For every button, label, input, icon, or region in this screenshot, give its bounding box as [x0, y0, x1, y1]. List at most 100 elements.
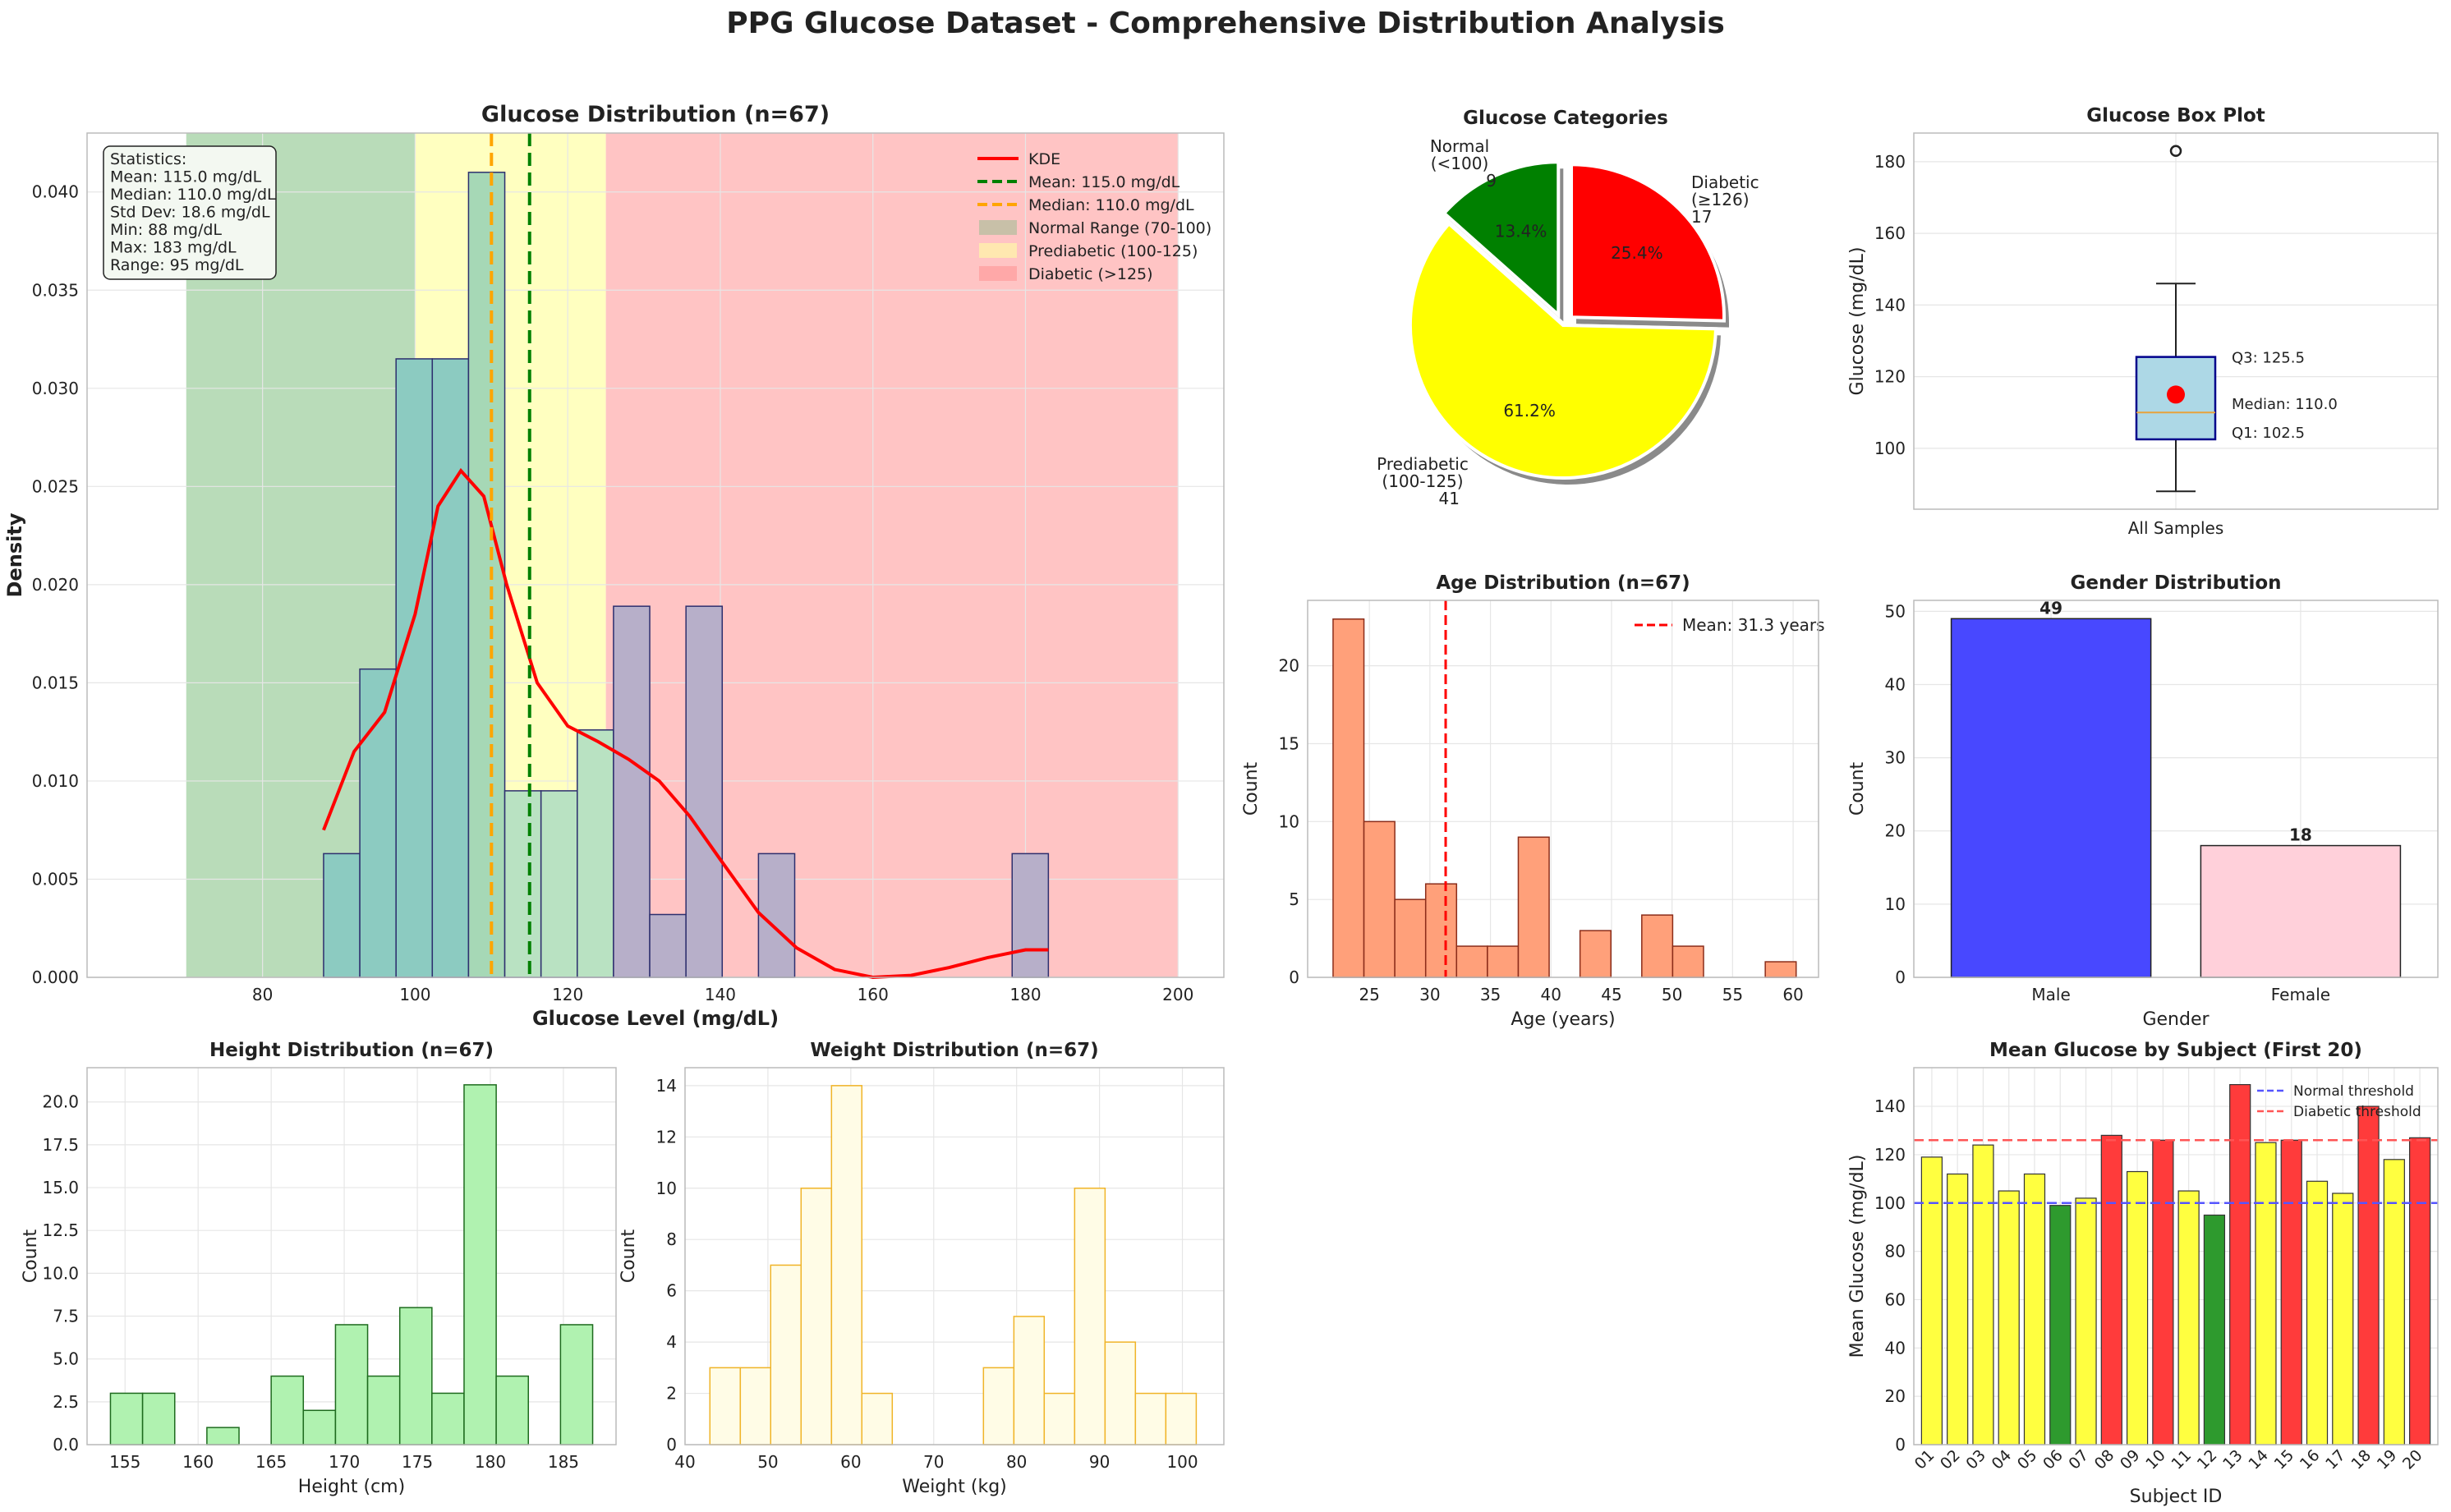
hist-bar	[206, 1427, 240, 1445]
pie-category-label: 9	[1486, 171, 1497, 191]
pie-pct-label: 13.4%	[1495, 221, 1547, 241]
subject-bar	[1972, 1144, 1994, 1445]
subject-bar	[2203, 1214, 2226, 1445]
y-tick-label: 120	[1874, 367, 1906, 387]
x-tick-label: 55	[1722, 985, 1743, 1004]
y-tick-label: 12.5	[42, 1220, 79, 1240]
x-tick-label: 18	[2348, 1446, 2375, 1473]
hist-bar	[1011, 853, 1050, 978]
subject-bar	[2383, 1159, 2405, 1445]
hist-bar	[463, 1084, 497, 1445]
chart-title: Glucose Box Plot	[2086, 105, 2265, 126]
hist-bar	[359, 668, 397, 978]
plot-frame	[1307, 600, 1819, 978]
y-tick-label: 7.5	[53, 1307, 79, 1326]
pie-pct-label: 61.2%	[1503, 401, 1556, 421]
plot-frame	[86, 1067, 617, 1445]
chart-title: Age Distribution (n=67)	[1436, 572, 1690, 594]
x-axis-label: Subject ID	[2130, 1487, 2223, 1507]
x-tick-label: 160	[182, 1452, 214, 1472]
y-tick-label: 0	[1289, 967, 1299, 987]
y-tick-label: 6	[666, 1281, 677, 1301]
x-axis-label: Age (years)	[1511, 1009, 1615, 1030]
legend-patch	[979, 266, 1017, 281]
y-tick-label: 2.5	[53, 1392, 79, 1412]
y-tick-label: 0.035	[32, 280, 79, 300]
y-tick-label: 15.0	[42, 1178, 79, 1197]
hist-bar	[1424, 883, 1458, 978]
y-tick-label: 2	[666, 1384, 677, 1404]
chart-title: Glucose Distribution (n=67)	[481, 102, 830, 127]
x-tick-label: 180	[1009, 985, 1041, 1004]
y-tick-label: 0.000	[32, 967, 79, 987]
q3-label: Q3: 125.5	[2232, 350, 2305, 367]
x-tick-label: 05	[2014, 1446, 2041, 1473]
y-axis-label: Glucose (mg/dL)	[1847, 247, 1868, 396]
stats-line: Min: 88 mg/dL	[110, 221, 222, 239]
legend-label: Mean: 115.0 mg/dL	[1028, 173, 1180, 191]
hist-bar	[1579, 930, 1612, 978]
y-tick-label: 10	[1885, 894, 1906, 914]
hist-bar	[1332, 618, 1365, 978]
pie-category-label: 17	[1691, 207, 1712, 227]
gender-bar-axes: 0 10 20 30 40 50 49 Male 18 Female Gender Distribu…	[1847, 572, 2439, 1030]
chart-title: Mean Glucose by Subject (First 20)	[1989, 1040, 2362, 1061]
x-tick-label: 140	[705, 985, 736, 1004]
chart-title: Gender Distribution	[2070, 572, 2281, 594]
kde-curve	[322, 467, 1049, 980]
hist-bar	[109, 1392, 144, 1445]
y-tick-label: 4	[666, 1332, 677, 1352]
subject-bar	[2357, 1105, 2380, 1445]
y-tick-label: 17.5	[42, 1135, 79, 1155]
x-axis-label: Weight (kg)	[902, 1477, 1007, 1497]
hist-bar	[431, 1392, 465, 1445]
x-tick-label: 70	[923, 1452, 944, 1472]
y-tick-label: 0.040	[32, 182, 79, 202]
y-tick-label: 100	[1874, 439, 1906, 458]
x-tick-label: 175	[402, 1452, 433, 1472]
hist-bar	[1764, 961, 1797, 978]
y-tick-label: 0.030	[32, 379, 79, 398]
plot-frame	[86, 132, 1225, 978]
hist-bar	[302, 1409, 337, 1445]
bar-value-label: 49	[2039, 598, 2062, 618]
x-tick-label: 12	[2194, 1446, 2221, 1473]
y-tick-label: 50	[1885, 601, 1906, 621]
hist-bar	[685, 605, 724, 978]
y-axis-label: Count	[21, 1229, 41, 1283]
hist-bar	[467, 172, 506, 978]
y-tick-label: 0.005	[32, 869, 79, 889]
y-axis-label: Count	[618, 1229, 639, 1283]
plot-frame	[1913, 132, 2439, 510]
stats-box-frame	[103, 145, 277, 280]
y-tick-label: 10.0	[42, 1263, 79, 1283]
x-tick-label: 30	[1419, 985, 1440, 1004]
x-tick-label: 120	[552, 985, 583, 1004]
pie-category-label: (100-125)	[1382, 471, 1463, 491]
y-tick-label: 80	[1885, 1242, 1906, 1262]
hist-bar	[366, 1375, 401, 1445]
x-tick-label: 45	[1601, 985, 1621, 1004]
hist-bar	[334, 1324, 369, 1445]
x-tick-label: 15	[2271, 1446, 2298, 1473]
legend-label: KDE	[1028, 150, 1060, 168]
plot-frame	[1913, 1067, 2439, 1445]
x-tick-label: 11	[2168, 1446, 2196, 1473]
pie-slice	[1409, 221, 1718, 480]
x-tick-label: Male	[2031, 985, 2070, 1004]
x-tick-label: 03	[1962, 1446, 1989, 1473]
subject-bar	[2306, 1180, 2329, 1445]
hist-bar	[1363, 820, 1396, 978]
hist-bar	[323, 853, 361, 978]
y-tick-label: 160	[1874, 223, 1906, 243]
legend: KDE Mean: 115.0 mg/dL Median: 110.0 mg/dL N…	[977, 150, 1212, 283]
subject-bar	[2075, 1197, 2097, 1445]
x-axis-label: Gender	[2142, 1009, 2210, 1030]
y-tick-label: 5.0	[53, 1349, 79, 1369]
subject-bar	[2255, 1142, 2277, 1445]
x-tick-label: 60	[1782, 985, 1803, 1004]
plot-frame	[1913, 600, 2439, 978]
y-axis-label: Count	[1241, 761, 1262, 816]
